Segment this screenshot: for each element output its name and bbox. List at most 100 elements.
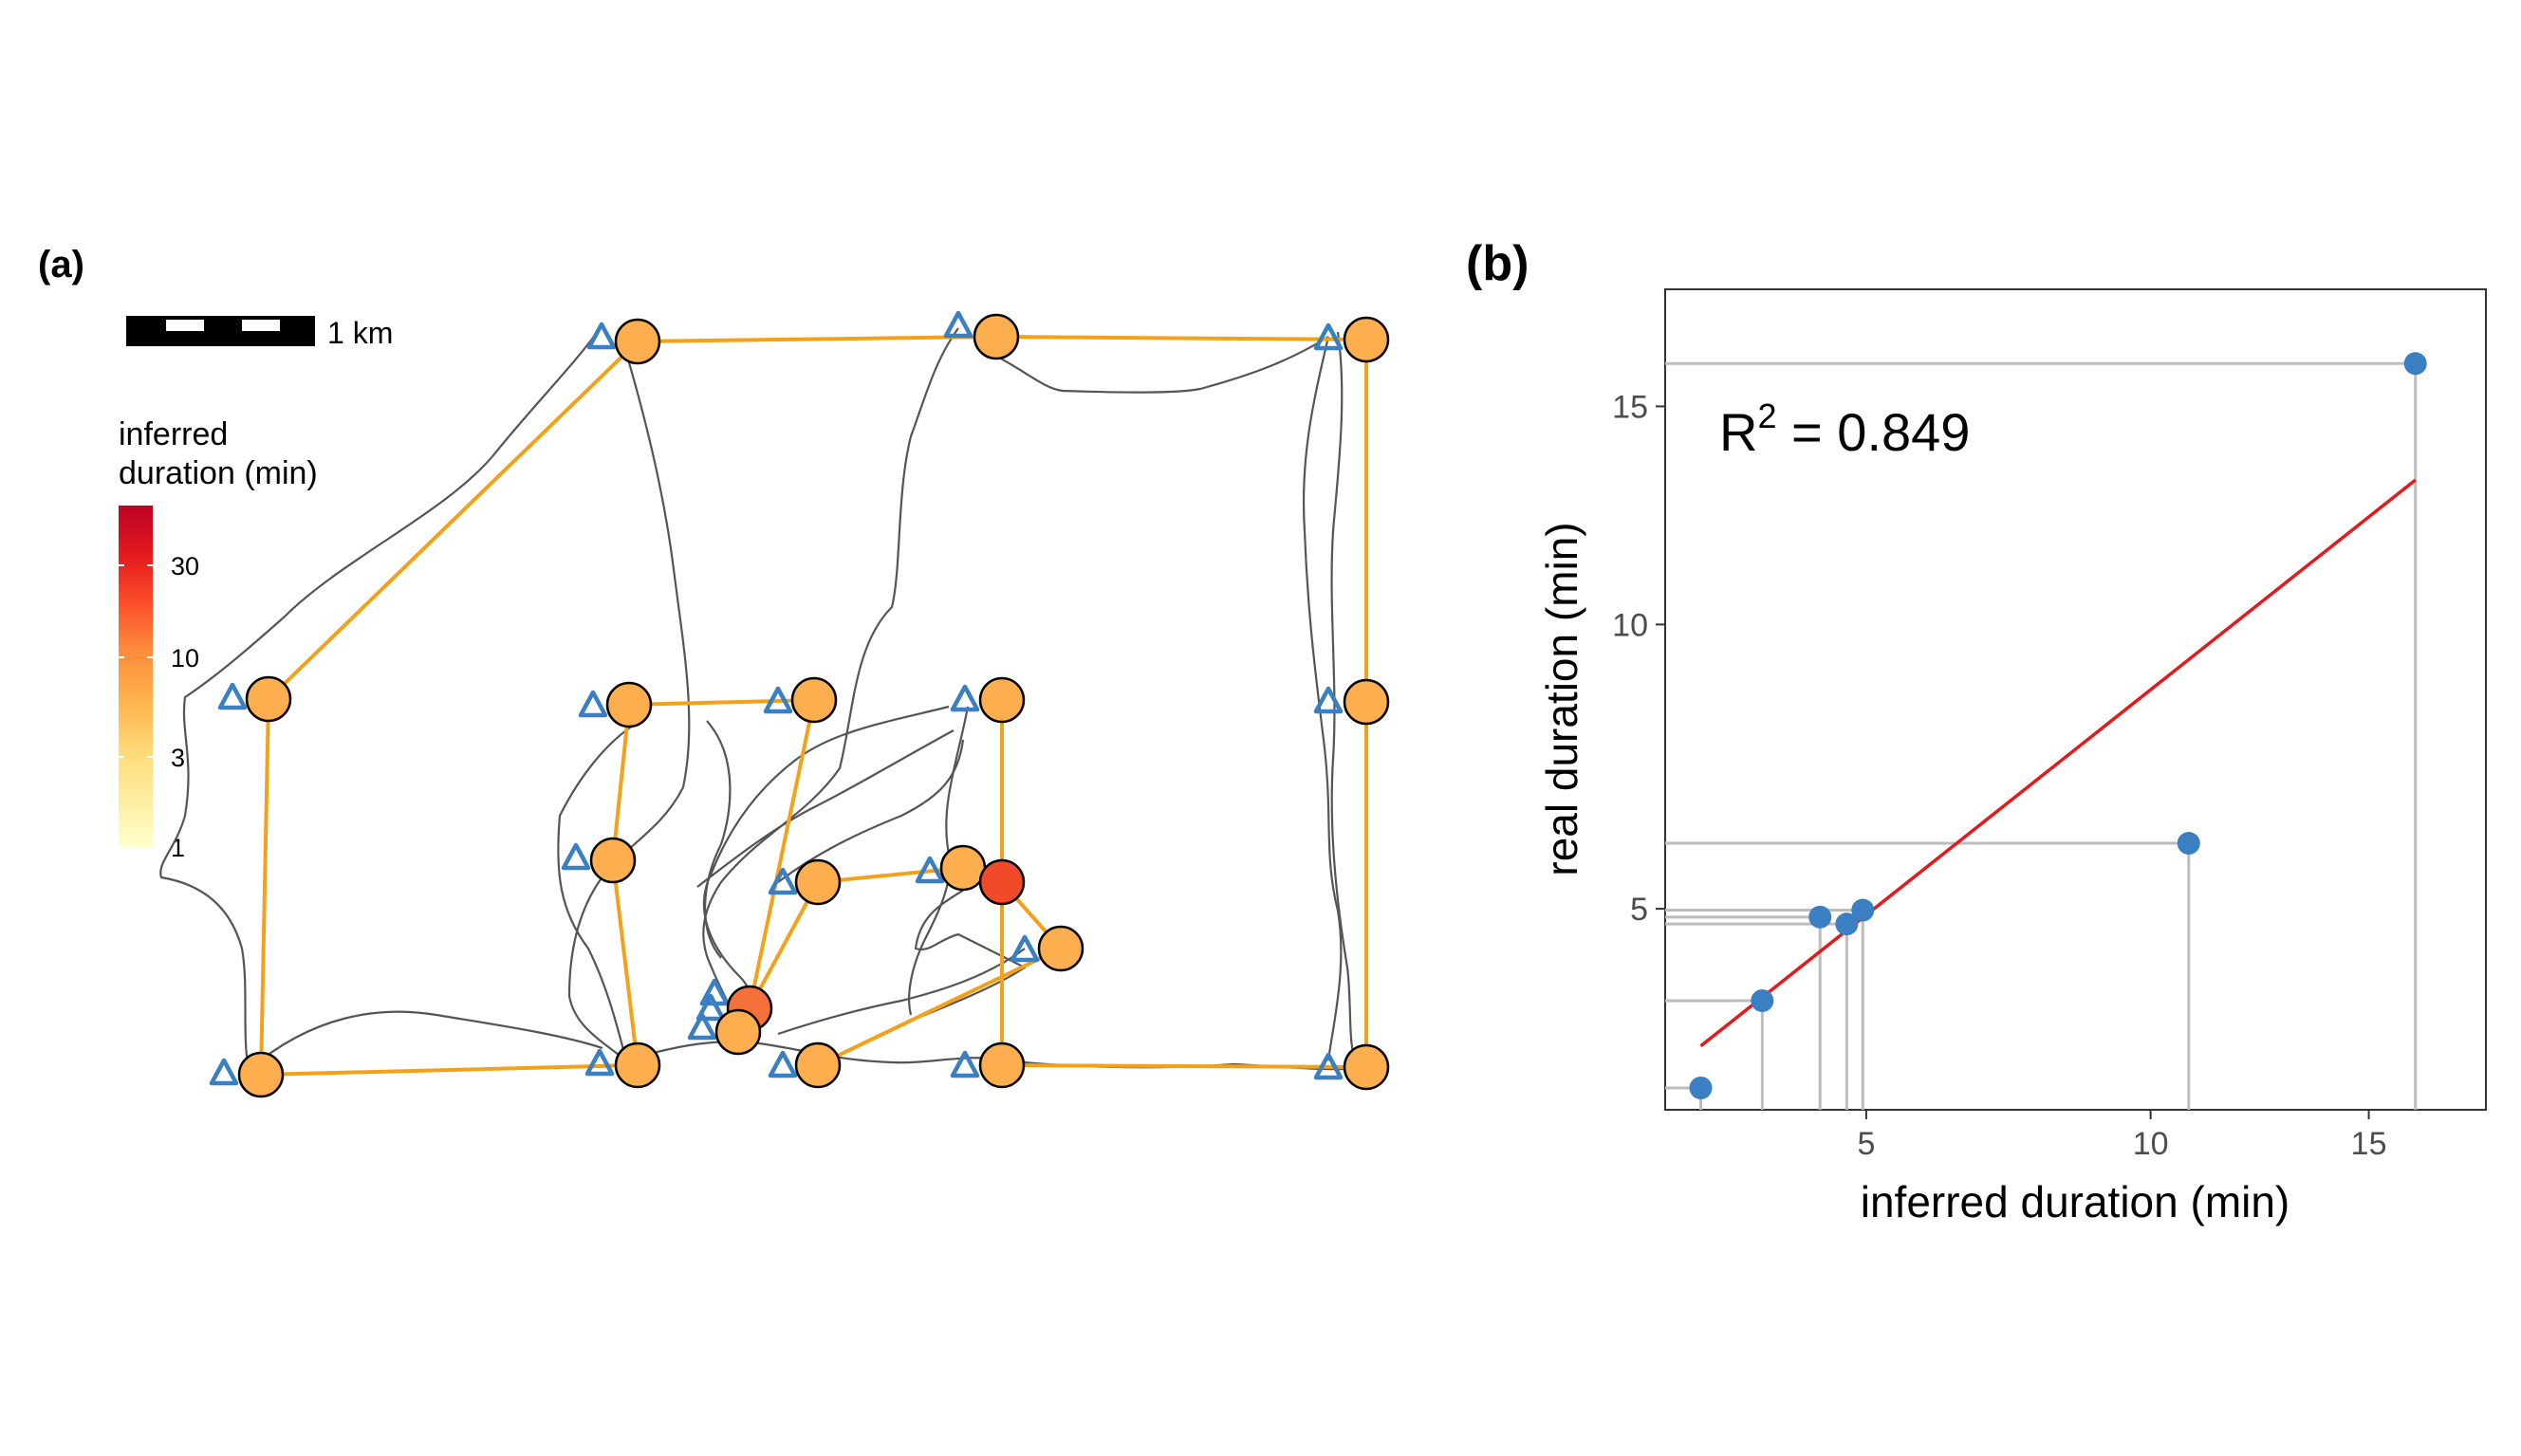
- stop-triangle: [687, 1012, 717, 1041]
- route-segment: [816, 866, 965, 884]
- r-squared-value: = 0.849: [1776, 402, 1970, 462]
- data-point: [1851, 898, 1875, 922]
- route-segment: [816, 947, 1063, 1067]
- stop-triangle: [217, 682, 248, 710]
- x-tick-label: 5: [1857, 1126, 1875, 1162]
- inferred-stop: [589, 837, 637, 884]
- y-axis-title: real duration (min): [1537, 522, 1586, 875]
- panel-a-label: (a): [38, 244, 84, 286]
- route-segment: [267, 340, 640, 701]
- inferred-stop: [973, 313, 1020, 360]
- stop-triangle: [1313, 686, 1344, 714]
- stop-triangle: [915, 856, 945, 884]
- data-point: [2403, 352, 2427, 376]
- y-tick-label: 15: [1612, 389, 1648, 425]
- stop-triangle: [209, 1058, 239, 1086]
- scale-bar-segment: [280, 318, 313, 331]
- gps-track: [900, 886, 1027, 1026]
- inferred-stop: [605, 681, 653, 728]
- inferred-stop: [1343, 316, 1390, 363]
- route-segment: [611, 703, 631, 862]
- x-axis: 5 10 15: [1857, 1110, 2386, 1162]
- scale-bar-segment: [280, 331, 313, 344]
- fit-line: [1699, 478, 2417, 1048]
- scale-bar-segment: [204, 331, 242, 344]
- scale-bar-segment: [166, 331, 204, 344]
- stop-triangle: [695, 993, 726, 1022]
- inferred-stop: [978, 1041, 1026, 1089]
- gps-track: [557, 720, 641, 1061]
- fit-line-layer: [1699, 478, 2417, 1048]
- data-point: [1689, 1076, 1713, 1099]
- x-tick-label: 15: [2351, 1126, 2387, 1162]
- panel-b-label: (b): [1466, 236, 1529, 291]
- inferred-stop: [939, 844, 987, 892]
- legend-tick-label: 1: [171, 834, 185, 862]
- inferred-stop: [614, 318, 661, 365]
- scale-bar-segment: [204, 318, 242, 331]
- legend-title-line-1: inferred: [119, 416, 228, 452]
- stop-triangle: [943, 310, 973, 339]
- inferred-stop: [790, 676, 838, 724]
- route-segment: [636, 335, 998, 343]
- inferred-stop: [245, 675, 292, 723]
- stop-triangle: [768, 867, 798, 895]
- x-tick-label: 10: [2133, 1126, 2169, 1162]
- data-point: [2177, 832, 2200, 856]
- inferred-stops: [237, 313, 1390, 1098]
- scale-bar-segment: [128, 331, 166, 344]
- gps-track: [159, 333, 597, 1071]
- data-point: [1751, 989, 1774, 1013]
- gps-tracks: [159, 327, 1367, 1071]
- stop-triangle: [1010, 934, 1040, 963]
- gps-track: [1302, 336, 1343, 1061]
- stop-triangle: [768, 1050, 798, 1078]
- gps-track: [696, 729, 955, 888]
- stop-triangle: [763, 686, 793, 714]
- data-point: [1808, 905, 1832, 929]
- gps-track: [777, 948, 1026, 1036]
- inferred-stop: [237, 1051, 285, 1098]
- inferred-stop: [614, 1041, 661, 1089]
- true-stops: [209, 310, 1344, 1086]
- route-segment: [611, 858, 640, 1067]
- route-segment: [748, 698, 816, 1010]
- panel-b: (b) 5 10 15 5 10 15 R2 = 0.849 inferred dura…: [1466, 236, 2487, 1226]
- gps-track: [777, 739, 965, 883]
- gps-track: [702, 705, 950, 1035]
- gps-track: [702, 327, 959, 1030]
- legend-tick-label: 30: [171, 552, 199, 581]
- rug-lines: [1665, 361, 2418, 1110]
- gps-track: [986, 336, 1329, 394]
- stop-triangle: [586, 322, 617, 350]
- inferred-stop: [1343, 1043, 1390, 1091]
- plot-panel-border: [1664, 288, 2487, 1111]
- route-segment: [1000, 1063, 1368, 1069]
- x-axis-title: inferred duration (min): [1861, 1177, 2290, 1226]
- inferred-stop: [1037, 925, 1084, 972]
- r-squared-base: R: [1719, 402, 1757, 462]
- duration-legend: inferred duration (min) 30 10 3 1: [119, 416, 318, 862]
- y-tick-label: 5: [1630, 892, 1648, 928]
- legend-title-line-2: duration (min): [119, 455, 318, 491]
- data-point: [1835, 912, 1859, 936]
- y-axis: 5 10 15: [1612, 389, 1665, 928]
- route-segment: [748, 880, 820, 1010]
- stop-triangle: [578, 690, 608, 718]
- gps-track: [567, 352, 691, 1061]
- route-segment: [994, 335, 1368, 341]
- stop-triangle: [1313, 1052, 1344, 1080]
- inferred-stop: [794, 858, 842, 906]
- r-squared-sup: 2: [1757, 396, 1776, 435]
- stop-triangle: [584, 1048, 615, 1077]
- inferred-stop: [794, 1041, 842, 1089]
- inferred-stop: [978, 858, 1026, 906]
- legend-tick-label: 3: [171, 744, 185, 772]
- panel-a: (a) 1 km inferred duration (min) 30: [38, 244, 1390, 1098]
- r-squared-annotation: R2 = 0.849: [1719, 396, 1970, 462]
- route-segment: [259, 1063, 640, 1077]
- gps-track: [248, 1010, 603, 1071]
- scale-bar-label: 1 km: [327, 316, 393, 350]
- inferred-stop: [714, 1008, 762, 1056]
